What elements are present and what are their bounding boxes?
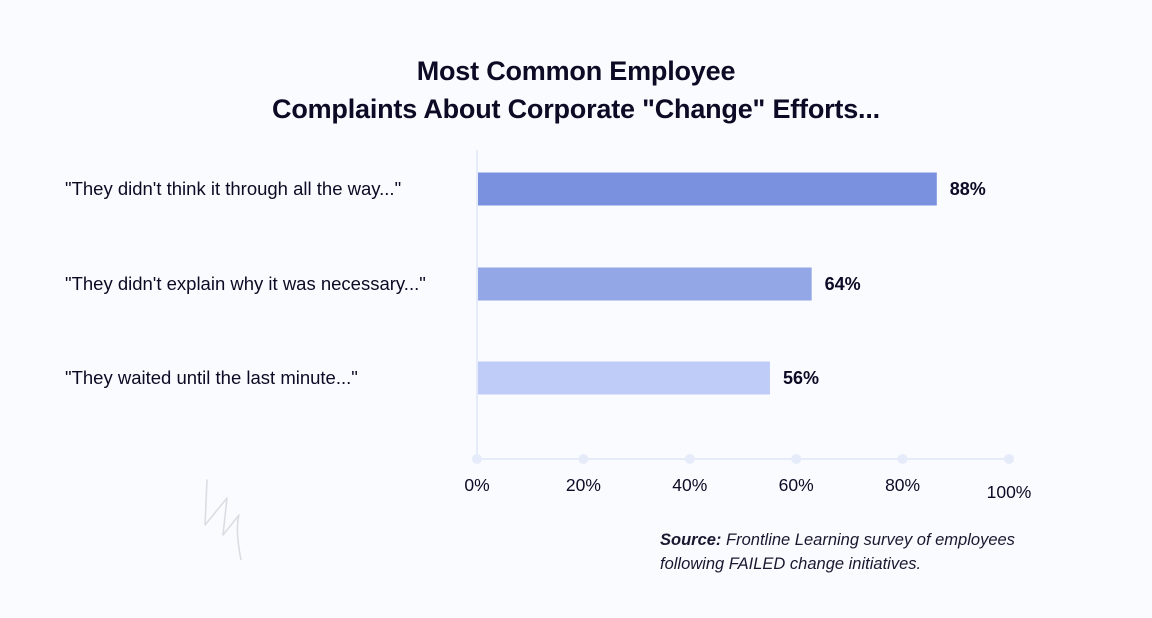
value-label: 64% xyxy=(825,274,861,294)
x-tick-label: 60% xyxy=(779,475,814,495)
category-label: "They waited until the last minute..." xyxy=(65,367,358,388)
x-tick-dot xyxy=(897,454,908,464)
x-tick-dot xyxy=(472,454,482,464)
signature-squiggle-icon xyxy=(204,479,242,560)
bar xyxy=(478,267,812,301)
bars xyxy=(478,172,937,395)
value-labels: 88% 64% 56% xyxy=(783,179,986,388)
x-tick-label: 0% xyxy=(464,475,489,495)
x-tick-dot xyxy=(684,454,695,464)
category-label: "They didn't explain why it was necessar… xyxy=(65,273,426,294)
x-tick-label: 80% xyxy=(885,475,920,495)
value-label: 88% xyxy=(950,179,986,199)
source-text: Frontline Learning survey of employees f… xyxy=(660,531,1015,573)
source-note: Source: Frontline Learning survey of emp… xyxy=(660,528,1080,576)
chart-title-line-1: Most Common Employee xyxy=(416,56,736,86)
x-tick-dot xyxy=(791,454,802,464)
category-label: "They didn't think it through all the wa… xyxy=(65,178,401,199)
category-labels: "They didn't think it through all the wa… xyxy=(65,178,426,388)
x-tick-label: 100% xyxy=(987,482,1032,502)
chart-title: Most Common Employee Complaints About Co… xyxy=(0,52,1152,128)
x-tick-dot xyxy=(578,454,589,464)
x-tick-label: 40% xyxy=(672,475,707,495)
bar xyxy=(478,361,770,395)
x-tick-dot xyxy=(1004,454,1014,464)
x-tick-label: 20% xyxy=(566,475,601,495)
value-label: 56% xyxy=(783,368,819,388)
axes xyxy=(476,150,1009,460)
bar xyxy=(478,172,937,206)
x-ticks: 0% 20% 40% 60% 80% 100% xyxy=(464,454,1031,502)
source-label: Source: xyxy=(660,531,722,549)
chart-title-line-2: Complaints About Corporate "Change" Effo… xyxy=(272,94,880,124)
